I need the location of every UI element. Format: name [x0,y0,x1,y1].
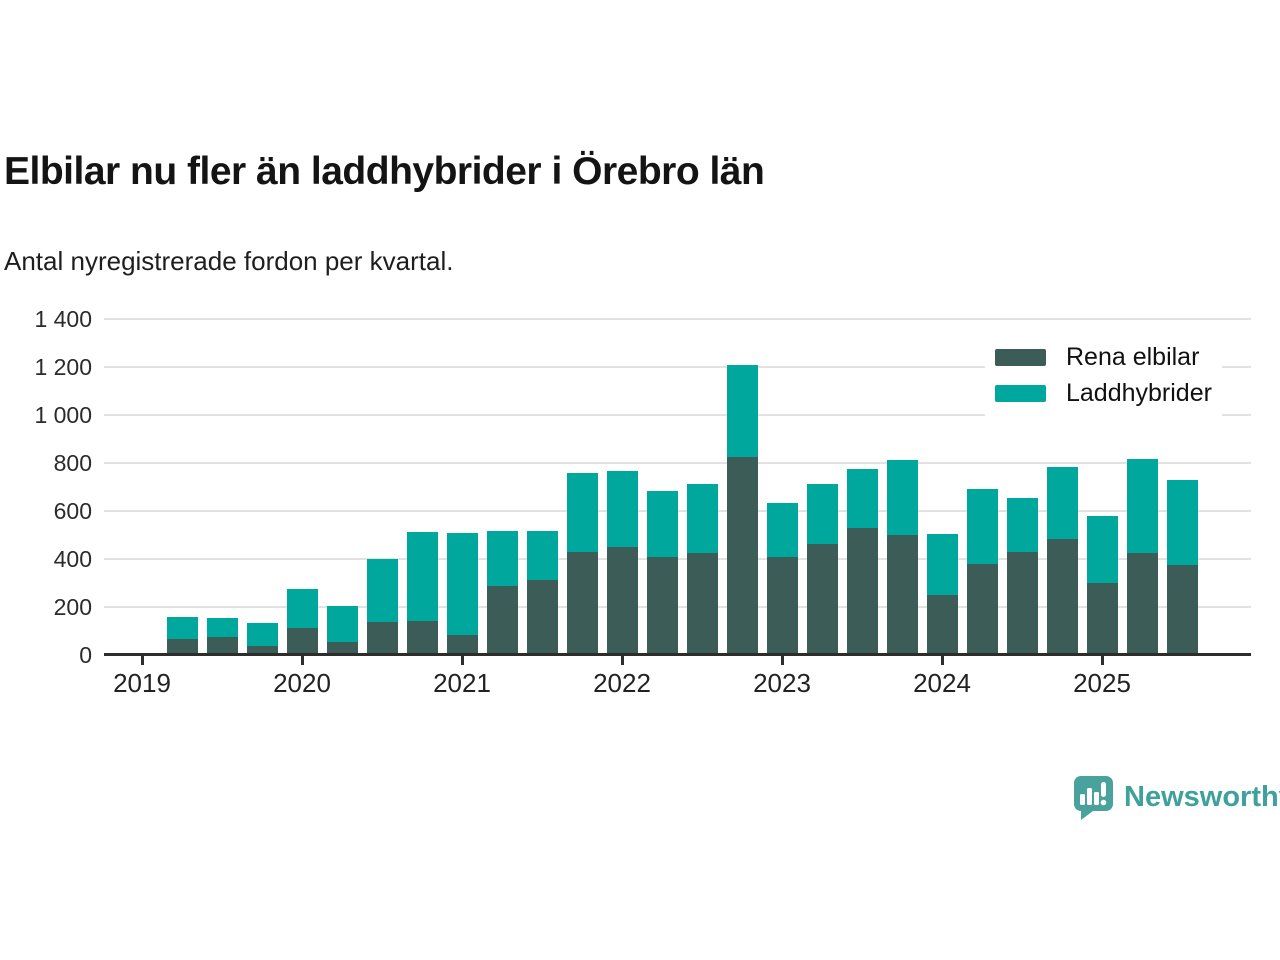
bar-2022-q3-rena-elbilar [687,553,718,653]
bar-2022-q1-laddhybrider [607,471,638,547]
bar-2023-q4-rena-elbilar [887,535,918,653]
gridline-1000 [104,414,1251,416]
bar-2025-q1-laddhybrider [1087,516,1118,583]
bar-2020-q4-laddhybrider [407,532,438,621]
x-axis-tick-2025 [1101,656,1104,665]
bar-2021-q1-laddhybrider [447,533,478,635]
bar-2025-q2-laddhybrider [1127,459,1158,553]
bar-2021-q4-rena-elbilar [567,552,598,653]
legend-swatch-laddhybrider [995,385,1046,402]
bar-2022-q1-rena-elbilar [607,547,638,653]
bar-2019-q3-laddhybrider [207,618,238,637]
legend-item-laddhybrider: Laddhybrider [995,379,1212,408]
bar-2025-q3-laddhybrider [1167,480,1198,565]
bar-2023-q3-rena-elbilar [847,528,878,653]
y-axis-label-1400: 1 400 [34,306,92,332]
bar-2022-q2-laddhybrider [647,491,678,557]
bar-2025-q3-rena-elbilar [1167,565,1198,653]
bar-2024-q4-laddhybrider [1047,467,1078,539]
x-axis-label-2019: 2019 [113,668,171,698]
chart-subtitle: Antal nyregistrerade fordon per kvartal. [4,246,454,276]
bar-2021-q2-laddhybrider [487,531,518,586]
gridline-1400 [104,318,1251,320]
bar-2022-q3-laddhybrider [687,484,718,553]
y-axis-label-200: 200 [53,594,92,620]
bar-2025-q2-rena-elbilar [1127,553,1158,653]
x-axis-tick-2019 [141,656,144,665]
bar-2019-q4-laddhybrider [247,623,278,646]
bar-2023-q1-laddhybrider [767,503,798,557]
bar-2023-q1-rena-elbilar [767,557,798,653]
bar-2020-q2-rena-elbilar [327,642,358,653]
bar-2021-q3-laddhybrider [527,531,558,580]
y-axis-label-600: 600 [53,498,92,524]
brand-logo: Newsworthy [1071,774,1280,820]
x-axis-tick-2020 [301,656,304,665]
x-axis-tick-2024 [941,656,944,665]
bar-2020-q3-laddhybrider [367,559,398,622]
x-axis-label-2024: 2024 [913,668,971,698]
gridline-800 [104,462,1251,464]
bar-2024-q1-rena-elbilar [927,595,958,653]
bar-2024-q2-rena-elbilar [967,564,998,653]
gridline-1200 [104,366,1251,368]
legend-label-laddhybrider: Laddhybrider [1066,379,1212,407]
x-axis-label-2023: 2023 [753,668,811,698]
brand-name: Newsworthy [1124,780,1280,813]
bar-2024-q3-laddhybrider [1007,498,1038,552]
x-axis-tick-2021 [461,656,464,665]
y-axis-label-1200: 1 200 [34,354,92,380]
legend-label-rena-elbilar: Rena elbilar [1066,343,1200,371]
x-axis-tick-2022 [621,656,624,665]
x-axis-label-2025: 2025 [1073,668,1131,698]
x-axis-line [104,653,1251,656]
bar-2024-q4-rena-elbilar [1047,539,1078,653]
bar-2023-q2-rena-elbilar [807,544,838,653]
chart-title: Elbilar nu fler än laddhybrider i Örebro… [4,150,765,193]
bar-2021-q3-rena-elbilar [527,580,558,653]
bar-2021-q2-rena-elbilar [487,586,518,653]
bar-2025-q1-rena-elbilar [1087,583,1118,653]
bar-2023-q2-laddhybrider [807,484,838,544]
bar-2019-q2-rena-elbilar [167,639,198,653]
bar-2020-q1-laddhybrider [287,589,318,628]
x-axis-tick-2023 [781,656,784,665]
bar-2019-q2-laddhybrider [167,617,198,639]
bar-2020-q2-laddhybrider [327,606,358,642]
bar-2024-q3-rena-elbilar [1007,552,1038,653]
bar-2019-q3-rena-elbilar [207,637,238,653]
newsworthy-logo-icon [1074,776,1113,820]
x-axis-label-2020: 2020 [273,668,331,698]
bar-2023-q4-laddhybrider [887,460,918,535]
bar-2020-q3-rena-elbilar [367,622,398,653]
y-axis-label-400: 400 [53,546,92,572]
y-axis-label-800: 800 [53,450,92,476]
bar-2024-q2-laddhybrider [967,489,998,564]
bar-2022-q4-laddhybrider [727,365,758,457]
y-axis-label-0: 0 [79,642,92,668]
bar-2022-q4-rena-elbilar [727,457,758,653]
bar-2020-q4-rena-elbilar [407,621,438,653]
bar-2020-q1-rena-elbilar [287,628,318,653]
bar-2023-q3-laddhybrider [847,469,878,528]
bar-2024-q1-laddhybrider [927,534,958,595]
bar-2021-q1-rena-elbilar [447,635,478,653]
bar-2021-q4-laddhybrider [567,473,598,552]
bar-2022-q2-rena-elbilar [647,557,678,653]
legend: Rena elbilar Laddhybrider [985,341,1222,417]
legend-swatch-rena-elbilar [995,349,1046,366]
y-axis-label-1000: 1 000 [34,402,92,428]
bar-2019-q4-rena-elbilar [247,646,278,653]
x-axis-label-2022: 2022 [593,668,651,698]
x-axis-label-2021: 2021 [433,668,491,698]
legend-item-rena-elbilar: Rena elbilar [995,343,1212,372]
